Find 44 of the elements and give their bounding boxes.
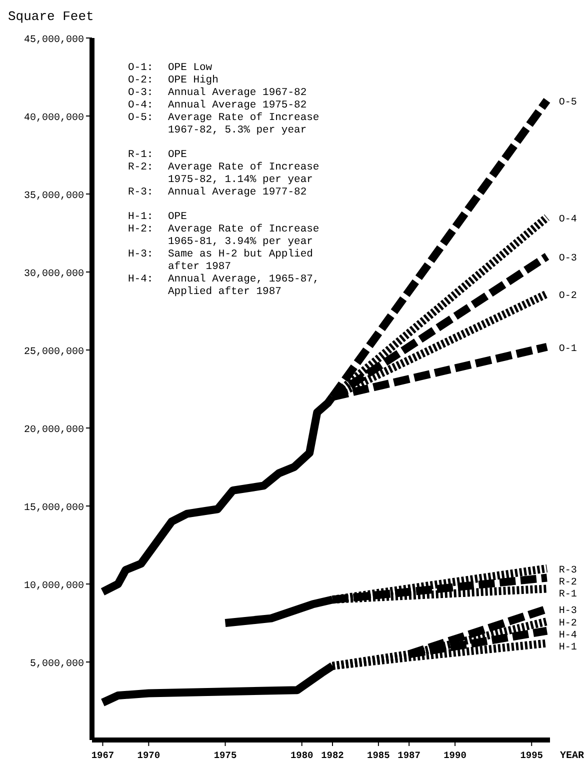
text: O-4: Annual Average 1975-82 bbox=[128, 100, 307, 112]
text: H-2: Average Rate of Increase 1965-81, 3.94% per year bbox=[128, 224, 320, 248]
text: O-1: OPE Low bbox=[128, 62, 212, 74]
y-tick-label: 40,000,000 bbox=[24, 113, 84, 124]
series-label: O-2 bbox=[558, 290, 577, 302]
x-axis-title: YEAR bbox=[560, 751, 584, 762]
x-tick-label: 1967 bbox=[91, 750, 114, 761]
series-label: H-2 bbox=[558, 618, 577, 630]
series-label: O-4 bbox=[558, 214, 577, 226]
x-tick-label: 1980 bbox=[290, 750, 314, 761]
x-tick-label: 1990 bbox=[444, 750, 467, 761]
y-tick-label: 45,000,000 bbox=[24, 35, 84, 46]
text: R-3: Annual Average 1977-82 bbox=[128, 186, 307, 198]
series-label: R-1 bbox=[558, 589, 577, 600]
x-tick-label: 1987 bbox=[398, 750, 421, 761]
y-tick-label: 10,000,000 bbox=[24, 581, 84, 592]
series-label: H-3 bbox=[558, 606, 577, 617]
x-tick-label: 1985 bbox=[367, 750, 390, 761]
x-tick-label: 1995 bbox=[520, 750, 544, 761]
x-tick-label: 1982 bbox=[321, 750, 344, 761]
text: H-3: Same as H-2 but Applied after 1987 bbox=[128, 248, 313, 273]
text: R-1: OPE bbox=[128, 149, 187, 161]
text: H-1: OPE bbox=[128, 211, 187, 223]
text: R-2: Average Rate of Increase 1975-82, 1.14% per year bbox=[128, 162, 320, 186]
y-tick-label: 35,000,000 bbox=[24, 191, 84, 202]
y-tick-label: 15,000,000 bbox=[24, 503, 84, 514]
series-label: H-4 bbox=[558, 630, 577, 642]
x-tick-label: 1970 bbox=[137, 750, 160, 761]
text: H-4: Annual Average, 1965-87, Applied after 1987 bbox=[128, 274, 320, 298]
x-tick-label: 1975 bbox=[214, 750, 237, 761]
series-label: R-2 bbox=[558, 577, 577, 588]
y-tick-label: 20,000,000 bbox=[24, 425, 84, 436]
text: O-2: OPE High bbox=[128, 74, 218, 86]
series-label: R-3 bbox=[558, 565, 577, 576]
y-axis-title: Square Feet bbox=[8, 9, 94, 24]
text: O-5: Average Rate of Increase 1967-82, 5.3% per year bbox=[128, 112, 320, 136]
text: O-3: Annual Average 1967-82 bbox=[128, 87, 307, 99]
y-tick-label: 25,000,000 bbox=[24, 347, 84, 358]
y-tick-label: 5,000,000 bbox=[30, 659, 84, 670]
y-tick-label: 30,000,000 bbox=[24, 269, 84, 280]
series-label: H-1 bbox=[558, 642, 577, 654]
series-label: O-5 bbox=[558, 97, 577, 108]
series-label: O-1 bbox=[558, 344, 577, 355]
series-label: O-3 bbox=[558, 253, 577, 264]
